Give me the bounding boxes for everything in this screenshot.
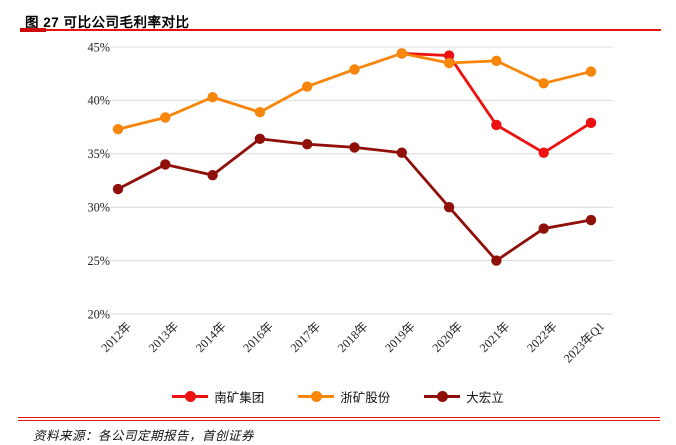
chart-legend: 南矿集团 浙矿股份 大宏立 [0, 386, 676, 406]
legend-dot [311, 390, 323, 402]
legend-marker-icon [172, 390, 209, 402]
x-tick-label: 2014年 [193, 319, 229, 355]
legend-label: 南矿集团 [214, 390, 265, 405]
x-tick-label: 2019年 [382, 319, 418, 355]
figure-title-row: 图 27 可比公司毛利率对比 [0, 0, 676, 35]
x-tick-label: 2016年 [240, 319, 276, 355]
data-point [160, 112, 171, 123]
data-point [491, 119, 502, 131]
data-point [491, 255, 502, 266]
legend-marker-icon [298, 390, 335, 402]
series-line [400, 52, 593, 155]
x-tick-label: 2023年Q1 [561, 319, 607, 365]
x-tick-label: 2012年 [98, 319, 134, 355]
x-tick-label: 2017年 [288, 319, 324, 355]
data-point [443, 50, 455, 61]
y-tick-label: 40% [87, 94, 110, 108]
source-note-row: 资料来源：各公司定期报告，首创证券 [18, 417, 660, 445]
legend-label: 浙矿股份 [340, 390, 391, 405]
series-line [116, 137, 593, 263]
title-underline [20, 28, 661, 32]
legend-label: 大宏立 [466, 390, 504, 405]
x-tick-label: 2020年 [429, 319, 465, 355]
legend-item: 南矿集团 [172, 387, 264, 406]
data-point [538, 78, 549, 89]
data-point [396, 48, 407, 59]
y-tick-label: 35% [87, 147, 110, 161]
x-tick-label: 2013年 [146, 319, 182, 355]
x-tick-label: 2022年 [524, 319, 560, 355]
x-tick-label: 2018年 [335, 319, 371, 355]
data-point [160, 159, 171, 170]
data-point [254, 106, 266, 118]
data-point [112, 124, 124, 135]
legend-item: 浙矿股份 [298, 387, 390, 406]
data-point [207, 169, 218, 181]
data-point [538, 147, 549, 158]
data-point [443, 57, 455, 69]
data-point [207, 91, 218, 103]
legend-dot [185, 390, 197, 402]
y-tick-label: 30% [87, 201, 110, 215]
data-point [396, 147, 407, 158]
source-note: 资料来源：各公司定期报告，首创证券 [33, 429, 255, 443]
data-point [302, 81, 313, 92]
data-point [585, 66, 597, 77]
y-tick-label: 45% [87, 40, 110, 54]
legend-item: 大宏立 [424, 387, 504, 406]
data-point [443, 202, 455, 213]
title-underline-accent [20, 28, 46, 32]
data-point [349, 142, 360, 153]
data-point [302, 138, 313, 150]
data-point [585, 117, 597, 129]
data-point [585, 214, 597, 226]
line-chart: 45% 40% 35% 30% 25% 20%2012年 2013年 2014年 2016年 20… [87, 40, 613, 366]
y-tick-label: 25% [87, 254, 110, 268]
data-point [112, 183, 124, 195]
data-point [349, 64, 360, 75]
data-point [491, 55, 502, 67]
data-point [538, 223, 549, 234]
legend-marker-icon [424, 390, 461, 402]
data-point [254, 133, 266, 145]
legend-dot [437, 390, 449, 402]
x-tick-label: 2021年 [477, 319, 513, 355]
y-tick-label: 20% [87, 307, 110, 321]
figure-title: 图 27 可比公司毛利率对比 [25, 15, 190, 30]
